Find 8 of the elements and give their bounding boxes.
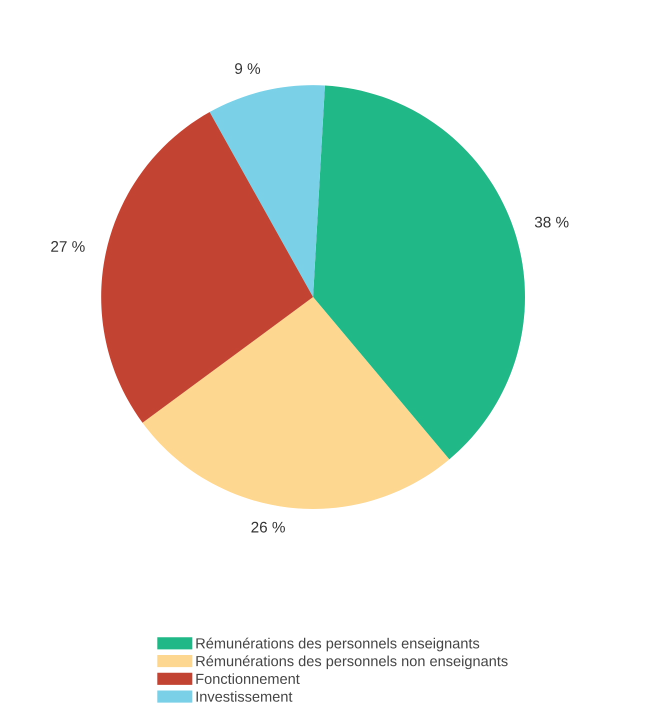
legend-label: Investissement xyxy=(196,691,292,702)
data-label: 27 % xyxy=(51,241,85,252)
legend-label: Rémunérations des personnels non enseignants xyxy=(196,655,508,670)
data-label: 26 % xyxy=(251,522,285,533)
data-label: 38 % xyxy=(534,216,569,228)
legend-label: Rémunérations des personnels enseignants xyxy=(196,638,480,652)
legend-label: Fonctionnement xyxy=(196,673,300,684)
data-label: 9 % xyxy=(235,63,260,74)
